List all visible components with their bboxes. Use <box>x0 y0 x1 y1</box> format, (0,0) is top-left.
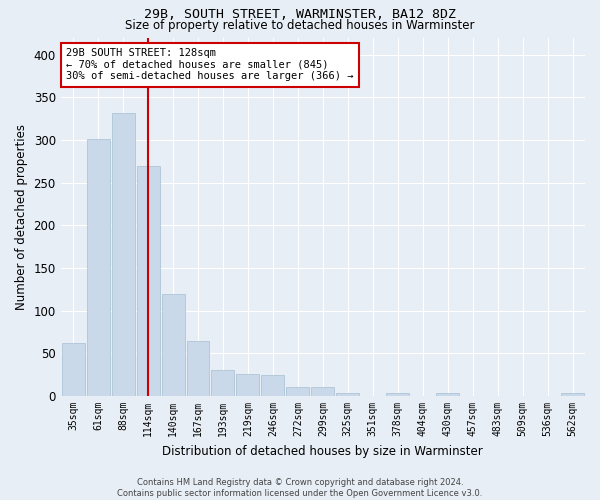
Bar <box>86 139 110 396</box>
Text: 29B, SOUTH STREET, WARMINSTER, BA12 8DZ: 29B, SOUTH STREET, WARMINSTER, BA12 8DZ <box>144 8 456 21</box>
Text: Contains HM Land Registry data © Crown copyright and database right 2024.
Contai: Contains HM Land Registry data © Crown c… <box>118 478 482 498</box>
X-axis label: Distribution of detached houses by size in Warminster: Distribution of detached houses by size … <box>163 444 483 458</box>
Bar <box>161 294 185 396</box>
Text: 29B SOUTH STREET: 128sqm
← 70% of detached houses are smaller (845)
30% of semi-: 29B SOUTH STREET: 128sqm ← 70% of detach… <box>66 48 353 82</box>
Bar <box>112 112 134 396</box>
Bar <box>187 342 209 396</box>
Bar <box>311 386 334 396</box>
Bar <box>262 374 284 396</box>
Bar <box>236 374 259 396</box>
Bar <box>337 392 359 396</box>
Bar <box>211 370 235 396</box>
Bar <box>386 392 409 396</box>
Text: Size of property relative to detached houses in Warminster: Size of property relative to detached ho… <box>125 18 475 32</box>
Bar <box>286 386 310 396</box>
Bar <box>436 392 459 396</box>
Bar <box>561 394 584 396</box>
Y-axis label: Number of detached properties: Number of detached properties <box>15 124 28 310</box>
Bar <box>62 343 85 396</box>
Bar <box>137 166 160 396</box>
